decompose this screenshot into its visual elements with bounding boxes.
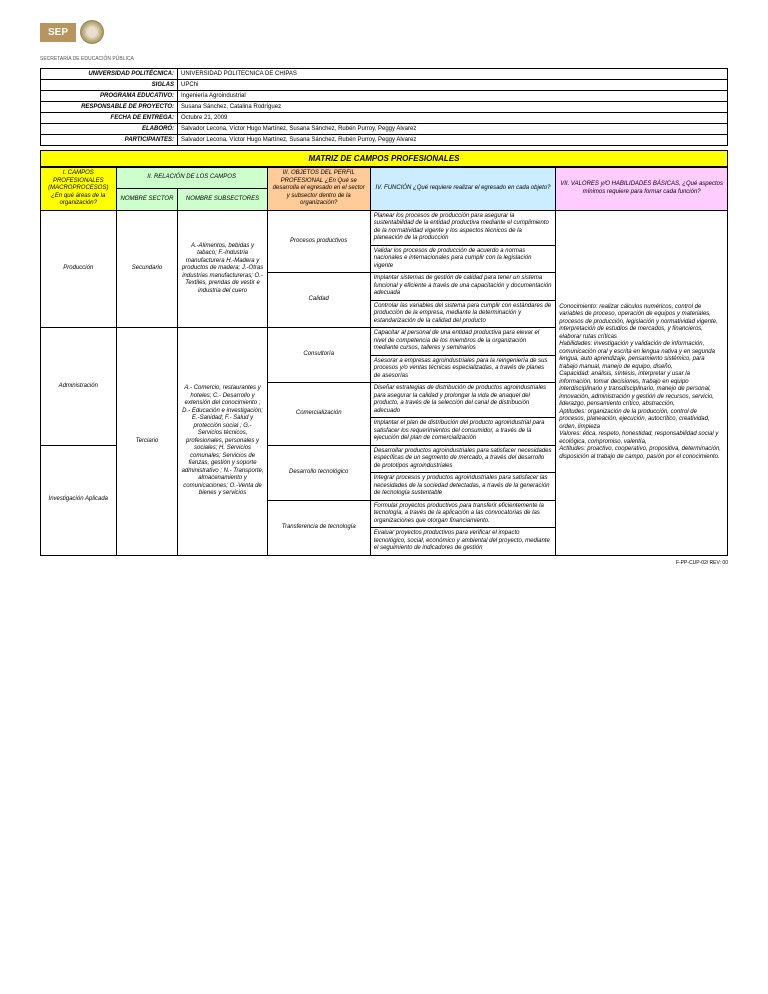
meta-value: Ingeniería Agroindustrial (178, 91, 728, 102)
funcion: Formular proyectos productivos para tran… (370, 500, 555, 528)
hdr-relacion: II. RELACIÓN DE LOS CAMPOS (116, 168, 267, 189)
meta-label: PROGRAMA EDUCATIVO: (41, 91, 178, 102)
sector-secundario: Secundario (116, 210, 178, 328)
logo-sep-text: SEP (40, 23, 76, 42)
meta-table: UNIVERSIDAD POLITÉCNICA:UNIVERSIDAD POLI… (40, 68, 728, 146)
funcion: Capacitar al personal de una entidad pro… (370, 328, 555, 356)
meta-label: UNIVERSIDAD POLITÉCNICA: (41, 69, 178, 80)
meta-label: FECHA DE ENTREGA: (41, 113, 178, 124)
objeto-desarrollo: Desarrollo tecnológico (267, 445, 370, 500)
matrix-title-table: MATRIZ DE CAMPOS PROFESIONALES (40, 150, 728, 167)
seal-icon (80, 20, 104, 44)
sector-terciario: Terciario (116, 328, 178, 556)
logo-sub: SECRETARÍA DE EDUCACIÓN PÚBLICA (40, 56, 728, 62)
funcion: Implantar el plan de distribución del pr… (370, 418, 555, 446)
matrix-table: I. CAMPOS PROFESIONALES (MACROPROCESOS) … (40, 167, 728, 556)
meta-value: Salvador Lecona, Víctor Hugo Martínez, S… (178, 135, 728, 146)
valores-cell: Conocimiento: realizar cálculos numérico… (556, 210, 728, 555)
funcion: Planear los procesos de producción para … (370, 210, 555, 245)
footer-code: F-PP-CUP-02/ REV: 00 (40, 560, 728, 566)
funcion: Validar los procesos de producción de ac… (370, 245, 555, 273)
hdr-funcion: IV. FUNCIÓN ¿Qué requiere realizar el eg… (370, 168, 555, 211)
hdr-objetos: III. OBJETOS DEL PERFIL PROFESIONAL ¿En … (267, 168, 370, 211)
meta-label: SIGLAS (41, 80, 178, 91)
objeto-transferencia: Transferencia de tecnología (267, 500, 370, 555)
meta-label: RESPONSABLE DE PROYECTO: (41, 102, 178, 113)
objeto-procesos: Procesos productivos (267, 210, 370, 273)
meta-value: Salvador Lecona, Víctor Hugo Martínez, S… (178, 124, 728, 135)
campo-investigacion: Investigación Aplicada (41, 445, 117, 555)
funcion: Evaluar proyectos productivos para verif… (370, 528, 555, 556)
funcion: Diseñar estrategias de distribución de p… (370, 383, 555, 418)
campo-administracion: Administración (41, 328, 117, 446)
meta-label: PARTICIPANTES: (41, 135, 178, 146)
subsector-secundario: A.-Alimentos, bebidas y tabaco; F.-Indus… (178, 210, 267, 328)
hdr-sector: NOMBRE SECTOR (116, 189, 178, 210)
hdr-campos: I. CAMPOS PROFESIONALES (MACROPROCESOS) … (41, 168, 117, 211)
meta-label: ELABORÓ: (41, 124, 178, 135)
meta-value: UNIVERSIDAD POLITECNICA DE CHIPAS (178, 69, 728, 80)
funcion: Desarrollar productos agroindustriales p… (370, 445, 555, 473)
funcion: Asesorar a empresas agroindustriales par… (370, 355, 555, 383)
subsector-terciario: A.- Comercio, restaurantes y hoteles; C.… (178, 328, 267, 556)
objeto-calidad: Calidad (267, 273, 370, 328)
meta-value: Susana Sánchez, Catalina Rodríguez (178, 102, 728, 113)
logo-block: SEP SECRETARÍA DE EDUCACIÓN PÚBLICA (40, 20, 728, 62)
funcion: Implantar sistemas de gestión de calidad… (370, 273, 555, 301)
funcion: Integrar procesos y productos agroindust… (370, 473, 555, 501)
meta-value: UPChi (178, 80, 728, 91)
meta-value: Octubre 21, 2009 (178, 113, 728, 124)
campo-produccion: Producción (41, 210, 117, 328)
hdr-valores: VII. VALORES y/O HABILIDADES BÁSICAS, ¿Q… (556, 168, 728, 211)
funcion: Controlar las variables del sistema para… (370, 300, 555, 328)
objeto-comercializacion: Comercialización (267, 383, 370, 446)
hdr-subsector: NOMBRE SUBSECTORES (178, 189, 267, 210)
objeto-consultoria: Consultoría (267, 328, 370, 383)
matrix-title: MATRIZ DE CAMPOS PROFESIONALES (41, 151, 728, 167)
